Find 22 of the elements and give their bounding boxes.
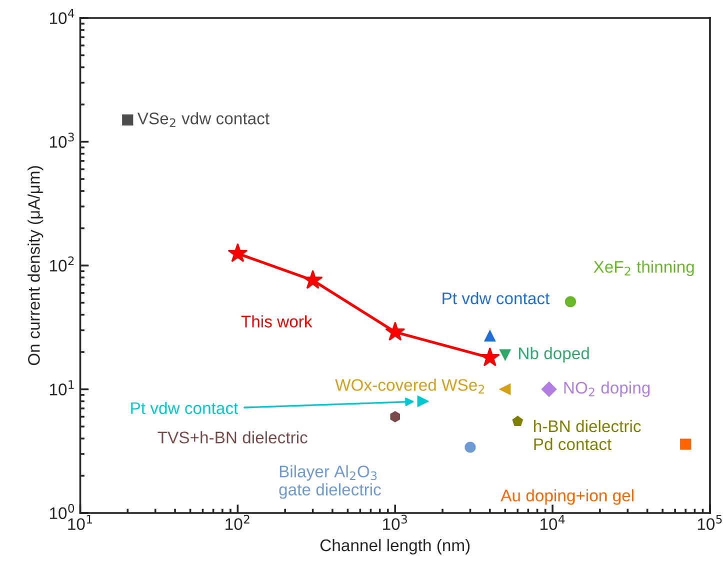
text: Pt vdw contact xyxy=(131,402,238,414)
x-axis-title: Channel length (nm) xyxy=(320,538,470,555)
series-label: NO$_{2}$ doping xyxy=(564,381,650,397)
x-tick-label: 10$^{3}$ xyxy=(383,514,407,530)
text: Pt vdw contact xyxy=(442,292,550,304)
series-label: WOx-covered WSe$_{2}$ xyxy=(335,378,484,394)
series-label: Nb doped xyxy=(519,347,589,363)
text: Bilayer Al$_{2}$O$_{3}$ gate dielectric xyxy=(279,465,381,499)
x-tick-label: 10$^{2}$ xyxy=(226,514,250,530)
y-tick-label: 10$^{2}$ xyxy=(50,256,74,272)
y-axis-title: On current density (μA/μm) xyxy=(28,166,44,366)
x-tick-label: 10$^{4}$ xyxy=(540,514,565,530)
y-tick-label: 10$^{1}$ xyxy=(50,380,74,396)
series-label: h-BN dielectric Pd contact xyxy=(534,420,641,450)
x-tick-label: 10$^{5}$ xyxy=(698,514,722,530)
text: TVS+h-BN dielectric xyxy=(158,431,308,444)
series-label: This work xyxy=(241,315,312,328)
y-tick-label: 10$^{4}$ xyxy=(50,9,74,24)
y-tick-label: 10$^{3}$ xyxy=(50,132,74,148)
series-label: XeF$_{2}$ thinning xyxy=(594,260,694,276)
series-label: VSe$_{2}$ vdw contact xyxy=(137,112,270,127)
text: Au doping+ion gel xyxy=(500,489,634,505)
